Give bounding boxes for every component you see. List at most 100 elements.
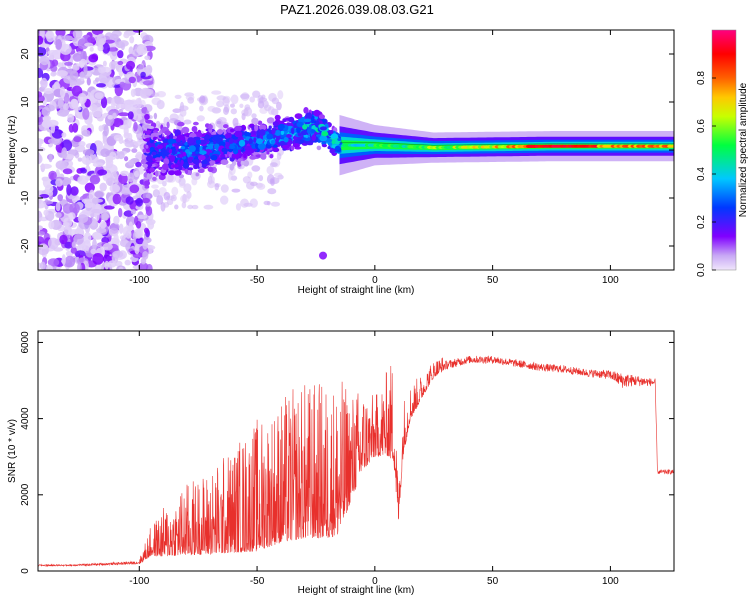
heatmap-cell — [57, 194, 63, 202]
spectrogram-heatmap — [38, 30, 674, 270]
heatmap-cell — [266, 201, 271, 206]
heatmap-cell — [251, 113, 257, 119]
heatmap-cell — [157, 144, 163, 150]
heatmap-ridge-outline — [339, 142, 674, 146]
heatmap-cell — [216, 129, 224, 135]
heatmap-cell — [223, 106, 229, 115]
snr-x-tick-label: -50 — [250, 576, 265, 587]
heatmap-cell — [151, 97, 162, 106]
heatmap-cell — [171, 148, 176, 156]
heatmap-cell — [80, 168, 87, 174]
heatmap-cell — [191, 126, 198, 133]
heatmap-cell — [83, 64, 88, 76]
heatmap-cell — [40, 163, 52, 169]
heatmap-cell — [179, 109, 187, 117]
heatmap-cell — [306, 142, 314, 146]
heatmap-cell — [198, 162, 202, 168]
heatmap-cell — [57, 97, 64, 109]
heatmap-cell — [183, 119, 192, 125]
heatmap-cell — [97, 44, 104, 52]
heatmap-cell — [274, 172, 283, 178]
spectrogram-y-tick-label: 20 — [20, 48, 31, 60]
heatmap-cell — [98, 125, 104, 132]
heatmap-cell — [329, 130, 334, 134]
heatmap-cell — [45, 264, 53, 270]
heatmap-cell — [118, 266, 124, 270]
heatmap-cell — [250, 181, 258, 186]
heatmap-cell — [218, 141, 226, 147]
colorbar-tick-label: 0.0 — [696, 263, 707, 277]
heatmap-cell — [142, 148, 147, 153]
heatmap-cell — [92, 253, 104, 265]
heatmap-cell — [122, 99, 134, 105]
heatmap-cell — [38, 111, 42, 118]
heatmap-cell — [135, 161, 142, 168]
heatmap-cell — [321, 144, 327, 148]
heatmap-cell — [244, 104, 251, 111]
heatmap-cell — [327, 142, 333, 146]
heatmap-cell — [38, 231, 46, 236]
heatmap-cell — [214, 183, 220, 191]
heatmap-cell — [184, 142, 188, 146]
heatmap-cell — [61, 254, 66, 266]
heatmap-cell — [74, 250, 86, 258]
heatmap-cell — [131, 148, 138, 153]
heatmap-cell — [117, 50, 124, 59]
heatmap-cell — [140, 99, 146, 108]
heatmap-cell — [144, 55, 151, 61]
heatmap-cell — [55, 212, 62, 218]
heatmap-cell — [71, 37, 78, 42]
heatmap-cell — [147, 220, 155, 230]
heatmap-cell — [181, 126, 190, 134]
heatmap-cell — [239, 103, 244, 109]
heatmap-cell — [254, 124, 259, 132]
heatmap-cell — [220, 184, 229, 193]
heatmap-cell — [89, 104, 98, 112]
heatmap-cell — [243, 160, 250, 167]
heatmap-cell — [81, 155, 93, 165]
heatmap-cell — [38, 146, 46, 152]
heatmap-cell — [98, 71, 111, 84]
heatmap-cell — [216, 120, 222, 125]
heatmap-cell — [168, 149, 173, 154]
heatmap-cell — [71, 85, 83, 97]
heatmap-cell — [238, 139, 246, 147]
heatmap-cell — [135, 229, 143, 239]
heatmap-cell — [230, 94, 239, 105]
heatmap-cell — [90, 248, 97, 255]
spectrogram-y-tick-label: 10 — [20, 96, 31, 108]
heatmap-cell — [168, 143, 173, 148]
heatmap-cell — [191, 204, 199, 210]
heatmap-cell — [266, 117, 275, 124]
snr-x-label: Height of straight line (km) — [298, 585, 415, 596]
heatmap-cell — [99, 182, 107, 192]
heatmap-cell — [316, 145, 322, 151]
heatmap-cell — [295, 127, 301, 134]
heatmap-cell — [146, 169, 150, 173]
heatmap-cell — [47, 138, 55, 144]
heatmap-cell — [45, 30, 55, 43]
heatmap-cell — [92, 162, 104, 168]
heatmap-cell — [220, 195, 229, 205]
heatmap-cell — [39, 194, 50, 199]
heatmap-cell — [146, 172, 153, 180]
heatmap-cell — [142, 251, 149, 260]
heatmap-cell — [81, 129, 91, 137]
heatmap-cell — [145, 193, 151, 199]
heatmap-cell — [163, 191, 171, 201]
heatmap-cell — [118, 124, 130, 130]
heatmap-cell — [62, 168, 73, 175]
heatmap-cell — [38, 35, 44, 45]
heatmap-cell — [55, 30, 66, 37]
heatmap-cell — [96, 33, 107, 46]
heatmap-cell — [96, 115, 104, 122]
heatmap-cell — [146, 155, 154, 163]
heatmap-cell — [124, 259, 131, 266]
heatmap-cell — [142, 80, 154, 86]
heatmap-cell — [128, 221, 133, 232]
heatmap-cell — [136, 133, 143, 139]
heatmap-cell — [310, 129, 316, 133]
heatmap-cell — [129, 184, 140, 194]
heatmap-cell — [176, 134, 185, 141]
heatmap-cell — [319, 126, 327, 131]
